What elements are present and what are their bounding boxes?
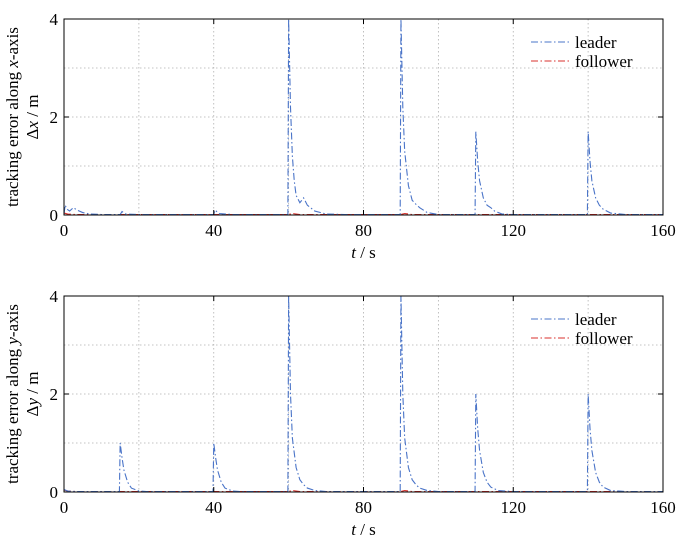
chart2-x-tick-label: 160 xyxy=(650,498,676,517)
chart2-y-axis-label-line2-c: / m xyxy=(23,372,42,398)
chart1-y-tick-label: 2 xyxy=(50,108,59,127)
chart2-panel: 0 40 80 120 160 0 2 4 t / s tracking error along … xyxy=(3,287,676,539)
chart2-x-tick-label: 40 xyxy=(205,498,222,517)
chart1-y-axis-label-line1-a: tracking error along xyxy=(3,68,22,207)
chart2-x-axis-label: t / s xyxy=(351,520,376,539)
chart1-x-axis-label-unit: / s xyxy=(356,243,376,262)
chart2-legend-label-follower: follower xyxy=(575,329,633,348)
chart1-y-axis-label-line1-var: x xyxy=(3,60,22,69)
chart1-x-tick-label: 0 xyxy=(60,221,69,240)
chart1-x-tick-label: 80 xyxy=(355,221,372,240)
chart2-y-axis-label-line1: tracking error along y-axis xyxy=(3,304,22,484)
chart2-y-axis-label-line2-a: Δ xyxy=(23,405,42,416)
chart2-series-follower-line xyxy=(64,489,663,492)
chart2-x-tick-label: 120 xyxy=(501,498,527,517)
chart2-y-axis-label-line2-var: y xyxy=(23,398,42,408)
chart1-y-axis-label-line2-a: Δ xyxy=(23,128,42,139)
chart2-y-tick-label: 2 xyxy=(50,385,59,404)
chart1-x-tick-label: 40 xyxy=(205,221,222,240)
chart1-x-tick-label: 160 xyxy=(650,221,676,240)
chart1-y-axis-label-line1-c: -axis xyxy=(3,27,22,60)
chart2-x-tick-label: 0 xyxy=(60,498,69,517)
chart1-y-tick-label: 4 xyxy=(50,10,59,29)
chart2-x-tick-label: 80 xyxy=(355,498,372,517)
chart1-y-axis-label-line1: tracking error along x-axis xyxy=(3,27,22,207)
chart1-x-axis-label: t / s xyxy=(351,243,376,262)
chart2-y-axis-label-line1-var: y xyxy=(3,337,22,347)
chart1-series-follower-line xyxy=(64,212,663,215)
chart1-y-tick-label: 0 xyxy=(50,206,59,225)
chart2-x-axis-label-var: t xyxy=(351,520,357,539)
chart2-y-axis-label-line1-c: -axis xyxy=(3,304,22,337)
chart1-legend-label-leader: leader xyxy=(575,33,617,52)
chart1-y-axis-label-line2: Δx / m xyxy=(23,95,42,140)
chart1-y-axis-label-line2-c: / m xyxy=(23,95,42,121)
chart2-x-axis-label-unit: / s xyxy=(356,520,376,539)
chart1-x-tick-label: 120 xyxy=(501,221,527,240)
chart2-y-tick-label: 0 xyxy=(50,483,59,502)
chart2-y-axis-label-line1-a: tracking error along xyxy=(3,345,22,484)
chart2-y-axis-label-line2: Δy / m xyxy=(23,372,42,417)
chart1-x-axis-label-var: t xyxy=(351,243,357,262)
chart1-legend-label-follower: follower xyxy=(575,52,633,71)
chart1-y-axis-label-line2-var: x xyxy=(23,121,42,130)
chart1-panel: 0 40 80 120 160 0 2 4 t / s tracking error along … xyxy=(3,10,676,262)
chart2-legend-label-leader: leader xyxy=(575,310,617,329)
chart2-y-tick-label: 4 xyxy=(50,287,59,306)
